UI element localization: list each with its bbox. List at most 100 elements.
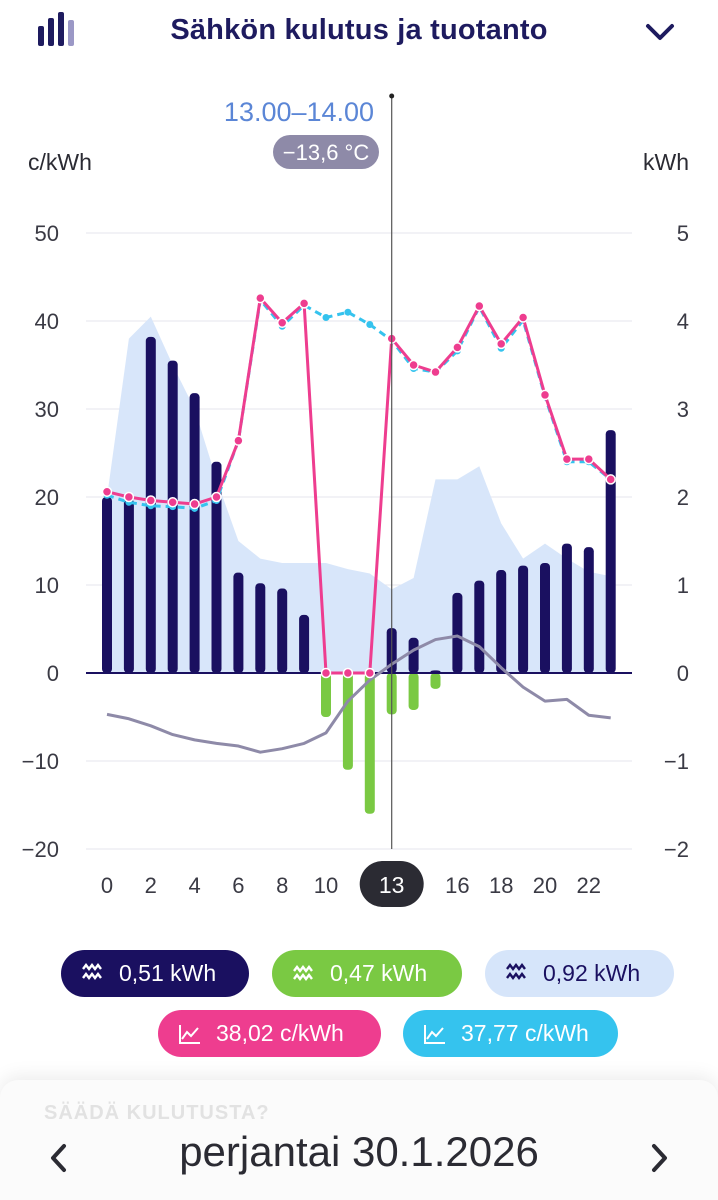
x-tick-label: 0 [101, 873, 113, 898]
legend-consumption-label: 0,51 kWh [119, 960, 217, 986]
right-tick-label: 5 [677, 221, 689, 246]
consumption-bar [583, 547, 594, 673]
spot-price-point [495, 338, 507, 350]
right-tick-label: 4 [677, 309, 689, 334]
temperature-badge: −13,6 °C [283, 140, 370, 165]
consumption-bar [540, 563, 550, 673]
spot-price-point [452, 342, 463, 353]
chevron-right-icon[interactable] [646, 1140, 672, 1176]
chevron-down-icon[interactable] [644, 20, 676, 44]
spot-price-point [430, 366, 441, 378]
price-compare-point [322, 313, 330, 321]
right-tick-label: 1 [677, 573, 689, 598]
spot-price-point [189, 498, 200, 510]
spot-price-point [583, 453, 595, 465]
x-tick-label: 16 [445, 873, 469, 898]
spot-price-point [342, 667, 354, 679]
x-tick-label: 10 [314, 873, 338, 898]
spot-price-point [167, 497, 178, 508]
x-tick-label: 22 [577, 873, 601, 898]
spot-price-point [605, 474, 616, 485]
right-tick-label: −1 [664, 749, 689, 774]
right-tick-label: 3 [677, 397, 689, 422]
selected-time-range: 13.00–14.00 [224, 97, 374, 127]
spot-price-point [276, 317, 288, 329]
date-navigator: SÄÄDÄ KULUTUSTA? perjantai 30.1.2026 [0, 1080, 718, 1200]
price-compare-point [344, 308, 352, 316]
left-tick-label: 50 [35, 221, 59, 246]
spot-price-point [255, 292, 266, 304]
spot-price-point [539, 389, 551, 401]
price-compare-icon [424, 1024, 445, 1044]
spot-price-point [364, 667, 376, 679]
production-icon [293, 964, 313, 981]
consumption-bar [496, 570, 507, 673]
temperature-line-group [106, 634, 611, 754]
spot-price-point [517, 312, 529, 323]
legend-comparison-label: 0,92 kWh [543, 960, 641, 986]
consumption-bar [255, 583, 266, 673]
x-tick-label: 6 [232, 873, 244, 898]
consumption-bar [452, 592, 463, 673]
consumption-bar [233, 572, 244, 673]
spot-price-point [123, 491, 135, 503]
consumption-bar [561, 543, 572, 673]
legend-production-label: 0,47 kWh [330, 960, 428, 986]
legend-comparison[interactable]: 0,92 kWh [485, 950, 674, 997]
spot-price-point [408, 359, 419, 371]
adjust-consumption-hint: SÄÄDÄ KULUTUSTA? [44, 1102, 270, 1124]
consumption-bar [518, 565, 529, 673]
consumption-bar [189, 393, 200, 673]
right-tick-label: −2 [664, 837, 689, 862]
consumption-bar [474, 580, 485, 673]
spot-price-point [561, 453, 573, 465]
left-tick-label: 10 [35, 573, 59, 598]
production-bar [321, 673, 331, 717]
legend-spot-price[interactable]: 38,02 c/kWh [158, 1010, 381, 1057]
left-tick-label: −10 [22, 749, 59, 774]
consumption-bar [408, 637, 419, 673]
left-tick-label: 20 [35, 485, 59, 510]
price-compare-point [366, 321, 374, 329]
spot-price-point [233, 435, 244, 446]
x-tick-label: 18 [489, 873, 513, 898]
temperature-line [106, 634, 611, 754]
left-tick-label: 30 [35, 397, 59, 422]
chevron-left-icon[interactable] [46, 1140, 72, 1176]
page-title: Sähkön kulutus ja tuotanto [170, 14, 548, 46]
price-compare-line [106, 296, 612, 510]
production-bar [430, 673, 441, 689]
right-tick-label: 2 [677, 485, 689, 510]
legend-consumption[interactable]: 0,51 kWh [61, 950, 249, 997]
legend-price-compare[interactable]: 37,77 c/kWh [403, 1010, 618, 1057]
x-tick-label: 20 [533, 873, 557, 898]
consumption-bar [167, 360, 178, 673]
cursor-top-dot [389, 93, 395, 99]
chart[interactable]: 13 50 540 430 320 210 10 0−10 −1−20 −20 2 4 6 8 10 16 1… [0, 80, 718, 920]
header: Sähkön kulutus ja tuotanto [0, 0, 718, 66]
price-lines [101, 292, 616, 679]
legend-spot-price-label: 38,02 c/kWh [216, 1020, 344, 1046]
consumption-bar [605, 430, 616, 673]
left-tick-label: −20 [22, 837, 59, 862]
consumption-bar [211, 461, 222, 673]
comparison-area [107, 316, 611, 673]
left-tick-label: 40 [35, 309, 59, 334]
legend-production[interactable]: 0,47 kWh [272, 950, 462, 997]
consumption-bar [123, 498, 134, 673]
bars [102, 336, 616, 814]
legend: 0,51 kWh 0,47 kWh 0,92 kWh 38,02 c/kWh 3… [0, 950, 718, 1060]
production-bar [364, 673, 375, 814]
selection-cursor: 13 [359, 93, 424, 907]
comparison-icon [506, 962, 526, 980]
spot-price-point [474, 300, 485, 312]
bar-chart-icon[interactable] [38, 12, 78, 46]
spot-price-point [211, 491, 222, 503]
legend-price-compare-label: 37,77 c/kWh [461, 1020, 589, 1046]
right-tick-label: 0 [677, 661, 689, 686]
right-axis-title: kWh [643, 149, 689, 175]
comparison-area-shape [107, 316, 611, 673]
x-tick-label: 4 [188, 873, 200, 898]
production-bar [342, 673, 353, 770]
spot-price-icon [179, 1024, 200, 1044]
